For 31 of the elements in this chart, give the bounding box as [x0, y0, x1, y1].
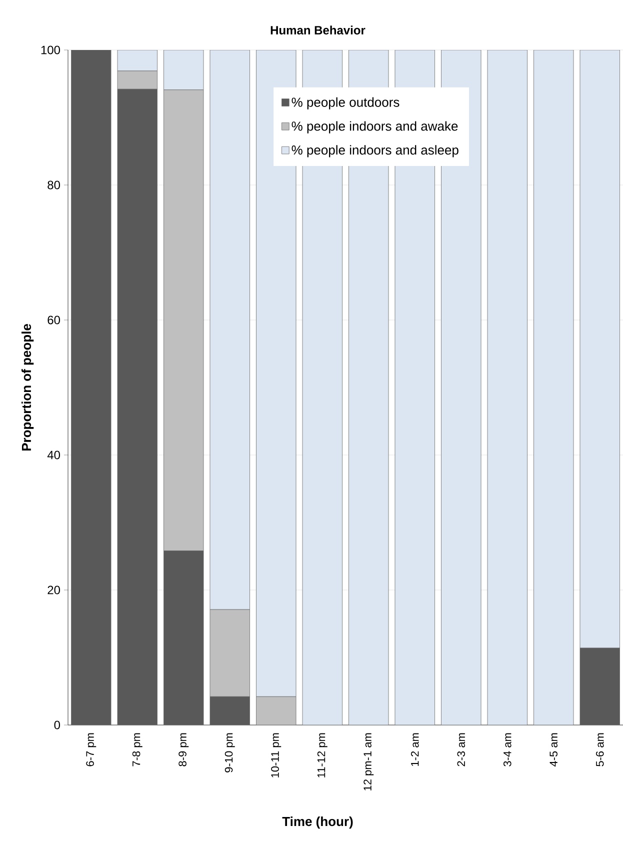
bar [164, 90, 204, 552]
x-axis-title: Time (hour) [282, 816, 353, 829]
y-tick-label: 60 [48, 316, 60, 324]
chart-title: Human Behavior [270, 26, 366, 35]
bar [71, 50, 112, 725]
x-tick-label: 10-11 pm [271, 733, 282, 778]
bar [117, 70, 158, 90]
x-tick-label: 1-2 am [410, 733, 419, 766]
x-tick-label: 3-4 am [503, 733, 512, 766]
x-tick-label: 4-5 am [550, 733, 558, 767]
x-tick-label: 12 pm-1 am [364, 733, 374, 790]
y-tick-label: 20 [48, 586, 60, 594]
x-tick-label: 9-10 pm [224, 733, 235, 772]
bar [256, 696, 296, 725]
y-axis-title: Proportion of people [22, 324, 34, 451]
legend-label: % people indoors and awake [292, 121, 458, 134]
y-tick-label: 100 [41, 46, 60, 54]
x-tick-label: 7-8 pm [132, 733, 142, 766]
legend-label: % people outdoors [292, 97, 400, 110]
y-tick-label: 40 [47, 450, 60, 460]
y-tick-label: 80 [48, 180, 60, 190]
legend-label: % people indoors and asleep [292, 145, 458, 158]
bar [534, 50, 574, 725]
x-tick-label: 11-12 pm [317, 733, 328, 778]
x-tick-label: 8-9 pm [178, 733, 189, 766]
bar [487, 50, 528, 725]
bar [210, 609, 250, 697]
x-tick-label: 5-6 am [596, 733, 604, 766]
x-tick-label: 2-3 am [457, 733, 466, 766]
x-tick-label: 6-7 pm [86, 733, 96, 766]
y-tick-label: 0 [54, 720, 60, 730]
